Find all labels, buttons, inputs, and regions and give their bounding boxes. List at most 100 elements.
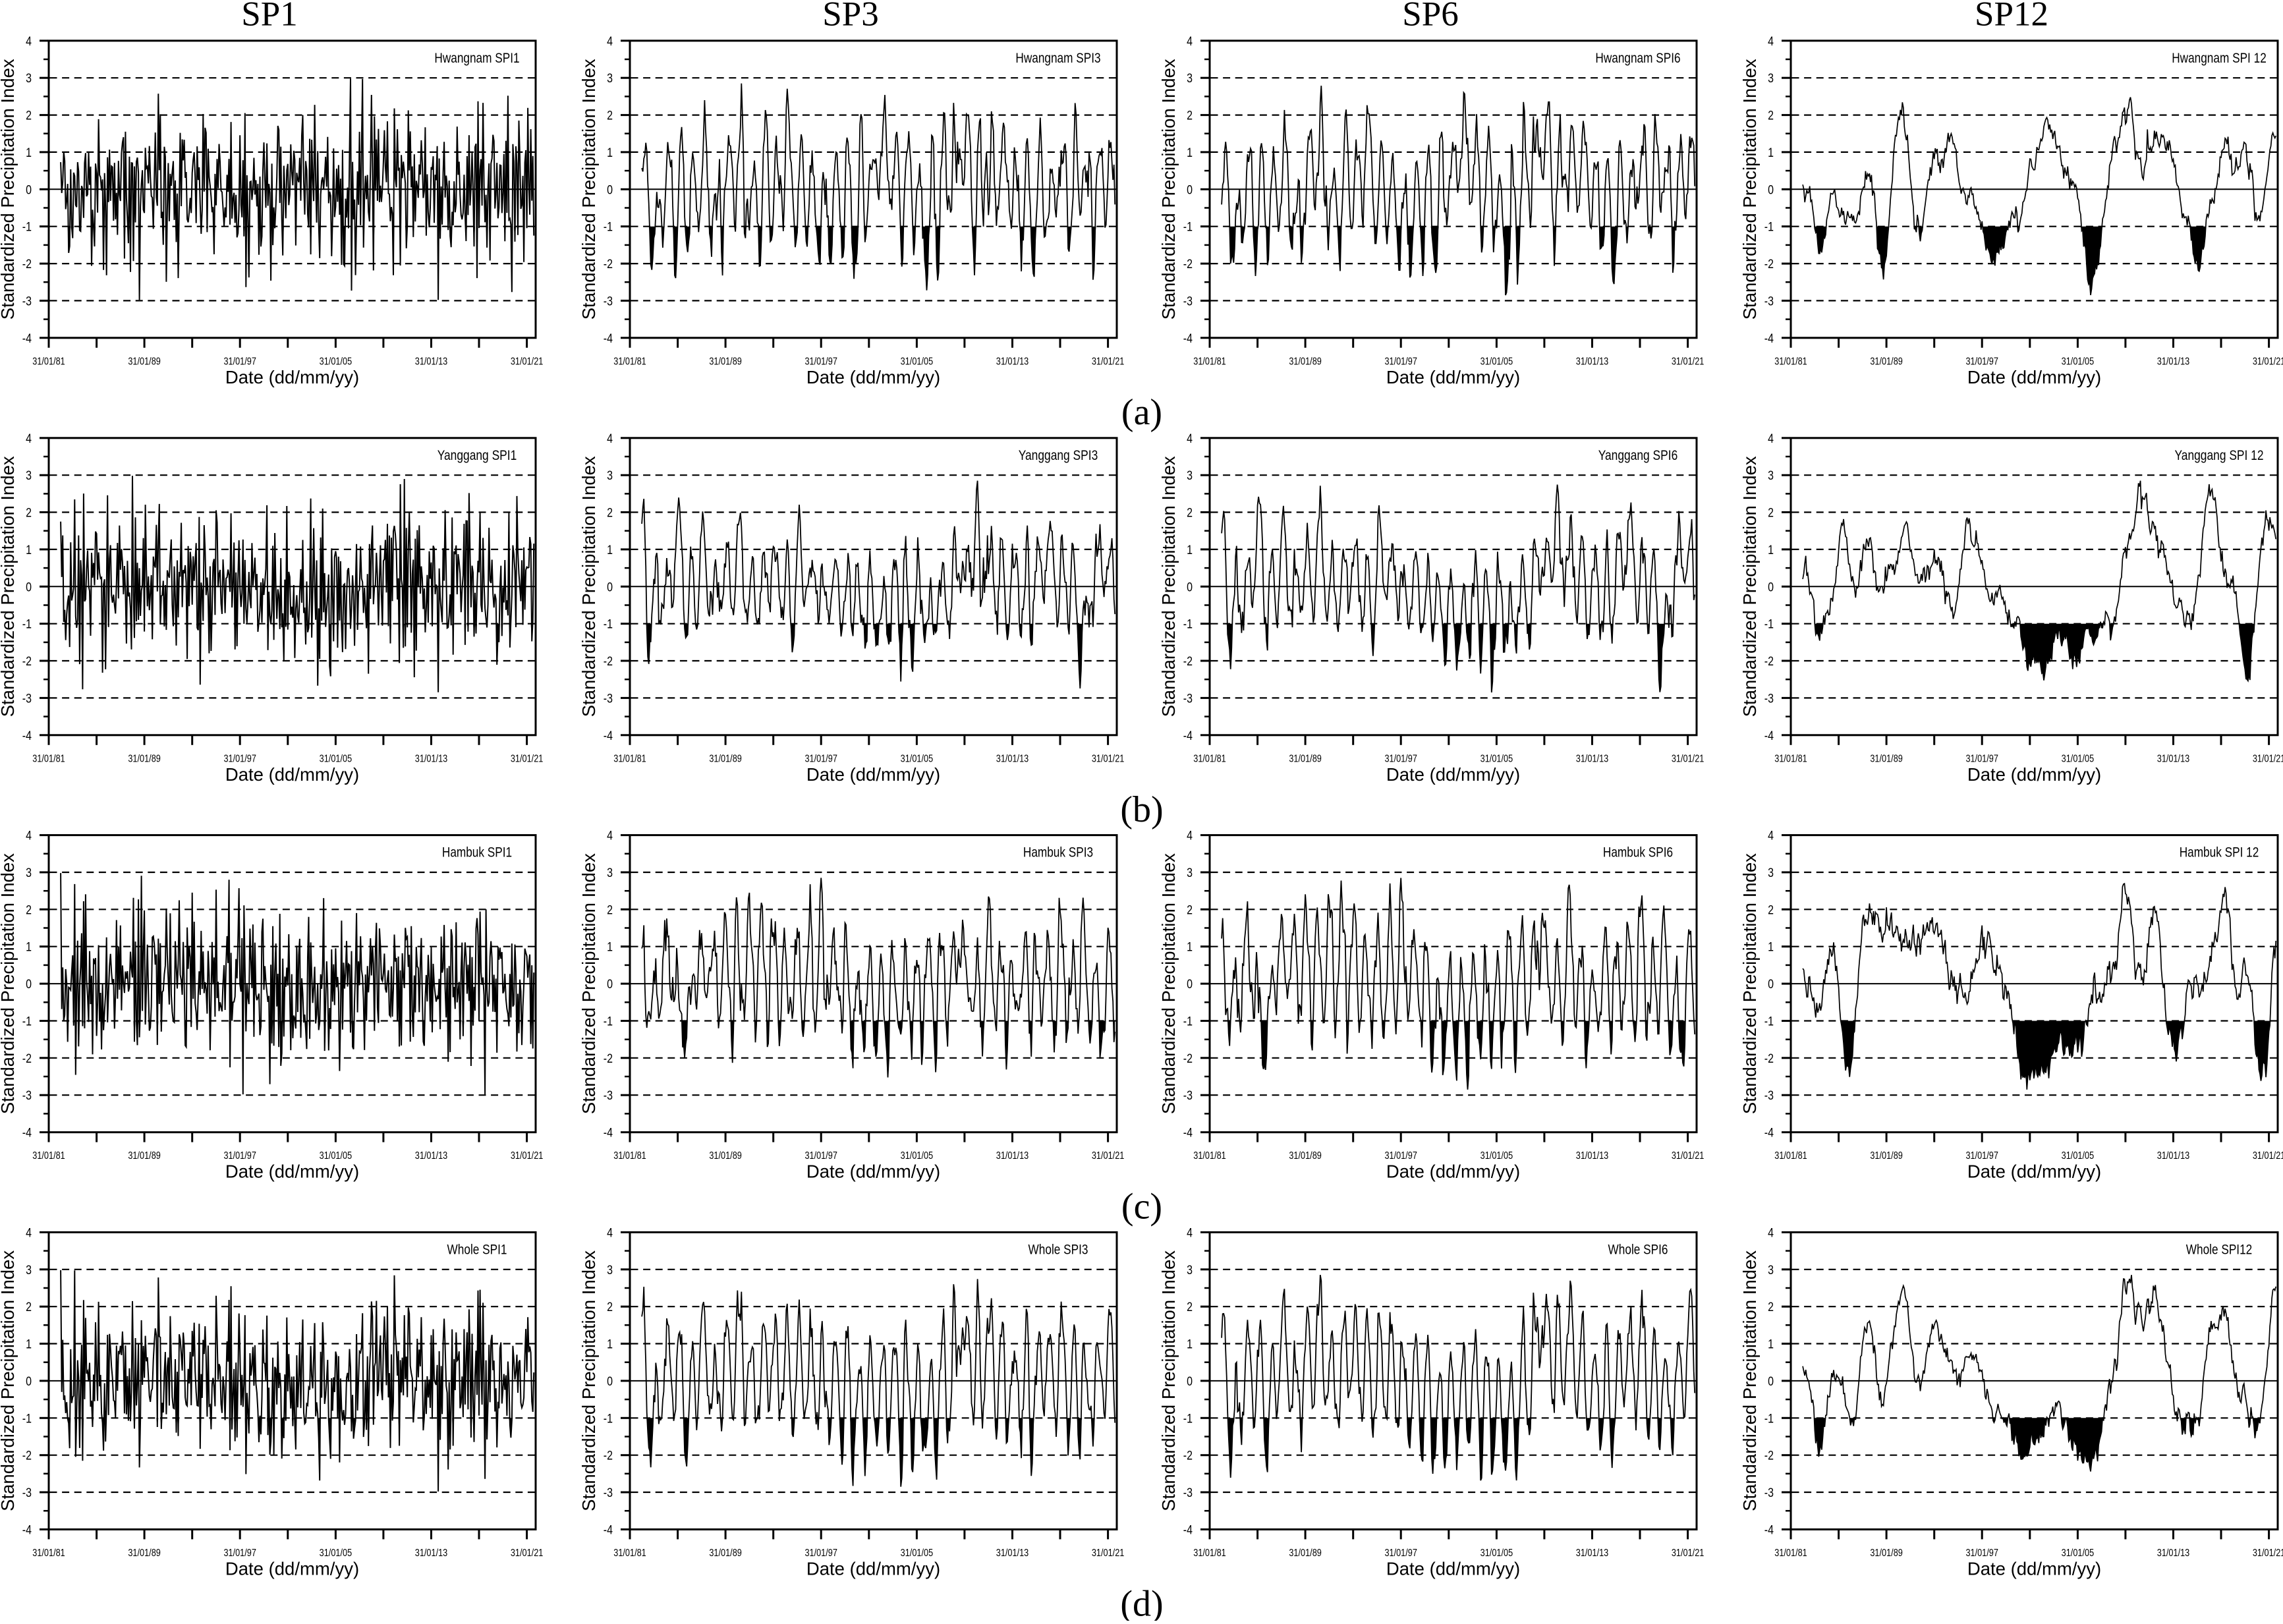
svg-text:Standardized Precipitation Ind: Standardized Precipitation Index xyxy=(578,1250,599,1511)
svg-text:Date (dd/mm/yy): Date (dd/mm/yy) xyxy=(1386,367,1520,387)
svg-text:0: 0 xyxy=(26,1374,32,1389)
svg-text:-3: -3 xyxy=(22,1486,32,1500)
svg-text:-4: -4 xyxy=(1764,1126,1774,1140)
svg-text:3: 3 xyxy=(1187,866,1193,880)
svg-text:-2: -2 xyxy=(604,1051,613,1066)
svg-text:-3: -3 xyxy=(604,1088,613,1103)
svg-text:-2: -2 xyxy=(1183,1449,1193,1463)
svg-text:31/01/97: 31/01/97 xyxy=(223,1548,256,1559)
svg-text:31/01/89: 31/01/89 xyxy=(1289,1548,1322,1559)
svg-text:0: 0 xyxy=(607,182,613,197)
svg-text:31/01/81: 31/01/81 xyxy=(32,753,65,764)
svg-text:3: 3 xyxy=(1768,468,1774,483)
svg-text:31/01/05: 31/01/05 xyxy=(320,1548,352,1559)
svg-text:31/01/89: 31/01/89 xyxy=(1870,753,1903,764)
svg-text:-4: -4 xyxy=(1764,1523,1774,1537)
svg-text:Whole SPI12: Whole SPI12 xyxy=(2186,1242,2253,1257)
svg-text:-2: -2 xyxy=(22,1449,32,1463)
svg-text:SP3: SP3 xyxy=(822,0,878,34)
svg-text:Standardized Precipitation Ind: Standardized Precipitation Index xyxy=(1158,1250,1179,1511)
svg-text:-4: -4 xyxy=(22,331,32,346)
svg-text:31/01/13: 31/01/13 xyxy=(415,753,448,764)
svg-text:3: 3 xyxy=(26,468,32,483)
svg-text:31/01/97: 31/01/97 xyxy=(1384,1548,1417,1559)
svg-text:31/01/21: 31/01/21 xyxy=(1092,356,1125,367)
svg-text:Standardized Precipitation Ind: Standardized Precipitation Index xyxy=(1739,59,1760,320)
svg-text:31/01/05: 31/01/05 xyxy=(901,356,934,367)
svg-text:31/01/97: 31/01/97 xyxy=(223,753,256,764)
svg-text:-2: -2 xyxy=(1764,1449,1774,1463)
svg-text:31/01/21: 31/01/21 xyxy=(511,1150,544,1162)
svg-text:31/01/81: 31/01/81 xyxy=(613,1150,646,1162)
svg-text:Whole SPI3: Whole SPI3 xyxy=(1029,1242,1088,1257)
svg-text:Date (dd/mm/yy): Date (dd/mm/yy) xyxy=(1967,367,2101,387)
svg-text:-2: -2 xyxy=(604,1449,613,1463)
svg-text:2: 2 xyxy=(1187,1300,1193,1314)
svg-text:31/01/05: 31/01/05 xyxy=(1480,1150,1513,1162)
svg-text:31/01/97: 31/01/97 xyxy=(223,356,256,367)
svg-text:-1: -1 xyxy=(1764,1411,1774,1426)
svg-text:2: 2 xyxy=(26,109,32,123)
svg-text:4: 4 xyxy=(1187,1225,1193,1240)
svg-text:31/01/81: 31/01/81 xyxy=(32,1150,65,1162)
svg-text:Date (dd/mm/yy): Date (dd/mm/yy) xyxy=(1967,1162,2101,1182)
svg-text:2: 2 xyxy=(607,903,613,917)
svg-text:1: 1 xyxy=(607,146,613,160)
svg-text:31/01/05: 31/01/05 xyxy=(1480,1548,1513,1559)
svg-text:31/01/21: 31/01/21 xyxy=(1672,1548,1705,1559)
svg-text:2: 2 xyxy=(26,903,32,917)
svg-text:31/01/13: 31/01/13 xyxy=(996,356,1029,367)
svg-text:1: 1 xyxy=(1187,1337,1193,1352)
svg-text:31/01/13: 31/01/13 xyxy=(996,753,1029,764)
svg-text:31/01/13: 31/01/13 xyxy=(415,1150,448,1162)
svg-text:0: 0 xyxy=(607,977,613,992)
svg-text:31/01/05: 31/01/05 xyxy=(901,1548,934,1559)
svg-text:-4: -4 xyxy=(604,1126,613,1140)
svg-text:Standardized Precipitation Ind: Standardized Precipitation Index xyxy=(578,456,599,717)
svg-text:-4: -4 xyxy=(1183,1126,1193,1140)
svg-text:3: 3 xyxy=(1187,468,1193,483)
svg-text:0: 0 xyxy=(1768,580,1774,594)
svg-text:1: 1 xyxy=(1187,543,1193,557)
svg-text:31/01/89: 31/01/89 xyxy=(709,1150,742,1162)
svg-text:1: 1 xyxy=(1768,940,1774,955)
svg-text:(c): (c) xyxy=(1121,1187,1162,1227)
svg-text:31/01/21: 31/01/21 xyxy=(511,1548,544,1559)
svg-text:31/01/97: 31/01/97 xyxy=(1384,356,1417,367)
svg-text:3: 3 xyxy=(1768,1263,1774,1277)
svg-text:31/01/21: 31/01/21 xyxy=(1092,753,1125,764)
svg-text:-3: -3 xyxy=(1183,1486,1193,1500)
svg-text:-2: -2 xyxy=(1183,654,1193,669)
svg-text:Whole SPI1: Whole SPI1 xyxy=(447,1242,507,1257)
svg-text:0: 0 xyxy=(26,977,32,992)
svg-text:Date (dd/mm/yy): Date (dd/mm/yy) xyxy=(1967,764,2101,785)
svg-text:-4: -4 xyxy=(22,729,32,743)
svg-text:2: 2 xyxy=(607,1300,613,1314)
svg-text:31/01/05: 31/01/05 xyxy=(2062,1548,2095,1559)
svg-text:Standardized Precipitation Ind: Standardized Precipitation Index xyxy=(1739,456,1760,717)
svg-text:-4: -4 xyxy=(604,1523,613,1537)
svg-text:-1: -1 xyxy=(22,220,32,235)
svg-text:-2: -2 xyxy=(1764,1051,1774,1066)
svg-text:Date (dd/mm/yy): Date (dd/mm/yy) xyxy=(806,764,940,785)
svg-text:31/01/21: 31/01/21 xyxy=(2253,753,2283,764)
svg-text:-1: -1 xyxy=(1183,1411,1193,1426)
svg-text:0: 0 xyxy=(607,580,613,594)
svg-text:2: 2 xyxy=(1187,506,1193,520)
svg-text:31/01/89: 31/01/89 xyxy=(1870,1150,1903,1162)
svg-text:31/01/21: 31/01/21 xyxy=(1092,1548,1125,1559)
svg-text:Hambuk SPI 12: Hambuk SPI 12 xyxy=(2180,845,2259,860)
svg-text:-2: -2 xyxy=(1183,1051,1193,1066)
svg-text:31/01/97: 31/01/97 xyxy=(804,356,837,367)
svg-text:Standardized Precipitation Ind: Standardized Precipitation Index xyxy=(578,853,599,1114)
svg-text:31/01/97: 31/01/97 xyxy=(1965,753,1998,764)
svg-text:-1: -1 xyxy=(604,220,613,235)
svg-text:-1: -1 xyxy=(1764,1015,1774,1029)
svg-text:-1: -1 xyxy=(1764,220,1774,235)
svg-text:1: 1 xyxy=(26,1337,32,1352)
svg-text:31/01/05: 31/01/05 xyxy=(320,753,352,764)
svg-text:31/01/89: 31/01/89 xyxy=(128,753,161,764)
svg-text:-1: -1 xyxy=(1183,220,1193,235)
svg-text:-1: -1 xyxy=(604,617,613,632)
svg-text:31/01/81: 31/01/81 xyxy=(1193,356,1226,367)
